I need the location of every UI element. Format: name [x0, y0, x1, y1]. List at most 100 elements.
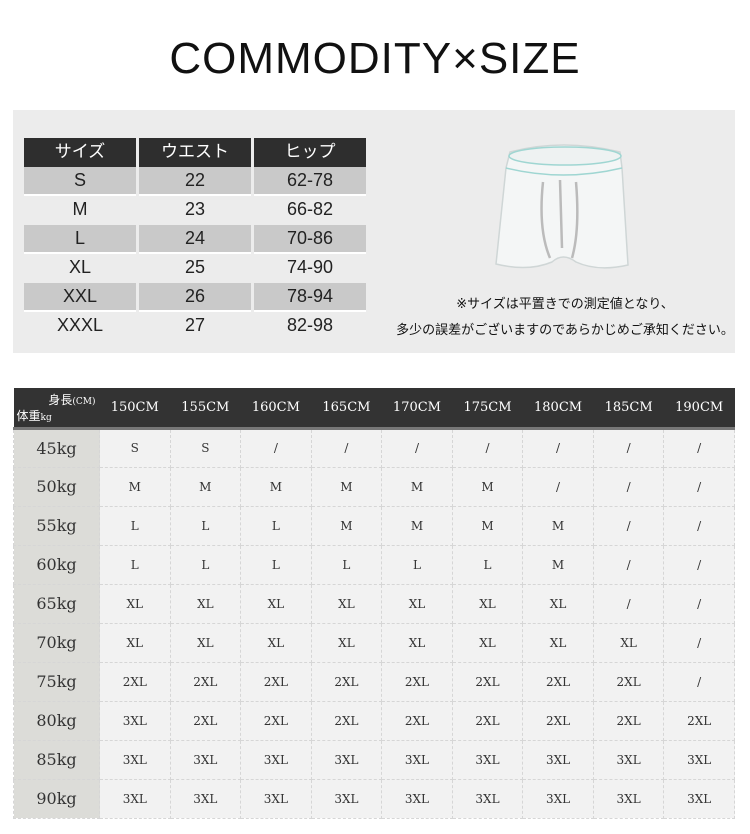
- size-cell: 2XL: [310, 700, 383, 741]
- height-header: 165CM: [311, 388, 382, 430]
- size-cell: /: [592, 544, 665, 585]
- size-cell: /: [310, 427, 383, 468]
- size-table-header: サイズ ウエスト ヒップ: [24, 138, 369, 167]
- size-cell: 2XL: [592, 661, 665, 702]
- size-cell: L: [240, 505, 312, 546]
- size-cell: 2XL: [99, 661, 171, 702]
- size-cell: M: [522, 505, 594, 546]
- size-cell: XL: [240, 622, 312, 663]
- chart-row: 90kg 3XL 3XL 3XL 3XL 3XL 3XL 3XL 3XL 3XL: [13, 778, 735, 819]
- size-cell: XL: [310, 583, 383, 624]
- size-cell: /: [522, 427, 594, 468]
- size-table-cell: 26: [139, 283, 251, 312]
- size-cell: M: [522, 544, 594, 585]
- size-cell: XL: [592, 622, 665, 663]
- size-cell: 3XL: [99, 739, 171, 780]
- size-cell: /: [592, 466, 665, 507]
- size-cell: 3XL: [169, 778, 242, 819]
- size-table-row: M 23 66-82: [24, 196, 369, 225]
- size-table-cell: 25: [184, 257, 206, 277]
- size-cell: XL: [522, 622, 594, 663]
- size-cell: L: [381, 544, 453, 585]
- size-cell: /: [663, 505, 735, 546]
- boxer-briefs-illustration: [495, 144, 629, 269]
- chart-row: 55kg L L L M M M M / /: [13, 505, 735, 546]
- size-cell: /: [663, 427, 735, 468]
- weight-cell: 75kg: [13, 661, 100, 702]
- size-cell: 3XL: [522, 739, 594, 780]
- size-cell: M: [451, 466, 524, 507]
- measurement-note: ※サイズは平置きでの測定値となり、 多少の誤差がございますのであらかじめご承知く…: [380, 292, 750, 344]
- size-cell: 2XL: [592, 700, 665, 741]
- size-table-row: S 22 62-78: [24, 167, 369, 196]
- size-cell: 2XL: [240, 661, 312, 702]
- size-table-cell: L: [24, 225, 136, 254]
- size-cell: 2XL: [310, 661, 383, 702]
- weight-cell: 55kg: [13, 505, 100, 546]
- size-cell: 3XL: [240, 739, 312, 780]
- weight-cell: 60kg: [13, 544, 100, 585]
- size-cell: L: [310, 544, 383, 585]
- size-cell: XL: [381, 583, 453, 624]
- size-cell: /: [663, 661, 735, 702]
- size-cell: 3XL: [451, 739, 524, 780]
- size-cell: M: [310, 466, 383, 507]
- size-table-header-cell: サイズ: [24, 138, 136, 167]
- size-cell: 3XL: [522, 778, 594, 819]
- corner-header: 身長(CM) 体重kg: [13, 388, 100, 430]
- size-cell: 2XL: [663, 700, 735, 741]
- height-header: 185CM: [593, 388, 664, 430]
- size-cell: 2XL: [169, 661, 242, 702]
- size-cell: S: [99, 427, 171, 468]
- size-cell: M: [99, 466, 171, 507]
- size-cell: 3XL: [592, 739, 665, 780]
- size-cell: M: [169, 466, 242, 507]
- size-cell: /: [451, 427, 524, 468]
- chart-row: 85kg 3XL 3XL 3XL 3XL 3XL 3XL 3XL 3XL 3XL: [13, 739, 735, 780]
- size-chart: 身長(CM) 体重kg 150CM 155CM 160CM 165CM 170CM 175…: [13, 388, 735, 819]
- size-table-cell: 82-98: [286, 315, 334, 335]
- chart-row: 80kg 3XL 2XL 2XL 2XL 2XL 2XL 2XL 2XL 2XL: [13, 700, 735, 741]
- size-cell: 3XL: [169, 739, 242, 780]
- size-cell: /: [592, 427, 665, 468]
- chart-row: 70kg XL XL XL XL XL XL XL XL /: [13, 622, 735, 663]
- size-cell: XL: [451, 583, 524, 624]
- size-table-cell: 23: [184, 199, 206, 219]
- size-cell: 3XL: [451, 778, 524, 819]
- size-cell: /: [381, 427, 453, 468]
- height-header: 155CM: [170, 388, 241, 430]
- weight-label: 体重: [16, 408, 41, 423]
- size-cell: 3XL: [381, 778, 453, 819]
- size-cell: 2XL: [169, 700, 242, 741]
- size-cell: 2XL: [451, 661, 524, 702]
- size-cell: 2XL: [522, 661, 594, 702]
- weight-cell: 80kg: [13, 700, 100, 741]
- size-cell: /: [592, 583, 665, 624]
- size-table-row: XL 25 74-90: [24, 254, 369, 283]
- chart-row: 75kg 2XL 2XL 2XL 2XL 2XL 2XL 2XL 2XL /: [13, 661, 735, 702]
- size-cell: /: [663, 544, 735, 585]
- size-cell: 2XL: [451, 700, 524, 741]
- size-table-cell: S: [24, 167, 136, 196]
- size-cell: 2XL: [522, 700, 594, 741]
- size-cell: XL: [310, 622, 383, 663]
- height-header: 160CM: [240, 388, 312, 430]
- size-cell: M: [240, 466, 312, 507]
- size-cell: 3XL: [99, 700, 171, 741]
- size-cell: M: [451, 505, 524, 546]
- weight-cell: 70kg: [13, 622, 100, 663]
- size-table-header-cell: ヒップ: [254, 138, 366, 167]
- size-table-cell: 74-90: [286, 257, 334, 277]
- weight-cell: 85kg: [13, 739, 100, 780]
- page-title: COMMODITY×SIZE: [169, 34, 581, 83]
- height-header: 150CM: [99, 388, 171, 430]
- size-table-cell: 27: [184, 315, 206, 335]
- size-table-cell: 70-86: [254, 225, 366, 254]
- size-cell: L: [240, 544, 312, 585]
- size-cell: L: [169, 544, 242, 585]
- size-cell: /: [522, 466, 594, 507]
- size-cell: M: [381, 466, 453, 507]
- size-cell: M: [381, 505, 453, 546]
- height-header: 175CM: [452, 388, 523, 430]
- height-unit: (CM): [72, 397, 96, 407]
